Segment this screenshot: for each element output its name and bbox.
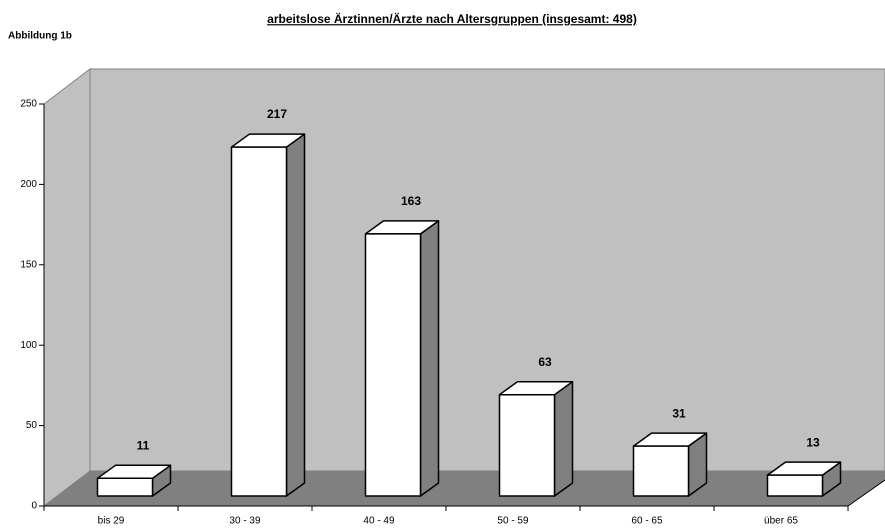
- data-label: 217: [267, 107, 287, 121]
- bar: [632, 432, 708, 497]
- bar-front: [766, 474, 824, 497]
- bar: [766, 461, 842, 497]
- bar-front: [498, 393, 556, 497]
- bar: [364, 220, 440, 497]
- x-tick-label: 40 - 49: [363, 516, 395, 527]
- chart-title: arbeitslose Ärztinnen/Ärzte nach Altersg…: [267, 11, 637, 26]
- bar-front: [632, 445, 690, 497]
- bar: [230, 133, 306, 497]
- back-wall: [89, 68, 885, 472]
- data-label: 31: [672, 406, 686, 420]
- bar-side: [419, 220, 440, 497]
- floor-edge: [847, 479, 885, 507]
- data-label: 63: [538, 355, 552, 369]
- bar-front: [230, 146, 288, 497]
- bar: [96, 464, 172, 497]
- y-tick-label: 200: [20, 179, 37, 190]
- y-tick-label: 50: [26, 420, 38, 431]
- x-tick-label: 50 - 59: [497, 516, 529, 527]
- x-tick-label: bis 29: [98, 516, 125, 527]
- data-label: 13: [806, 435, 820, 449]
- x-tick-label: über 65: [764, 516, 798, 527]
- y-tick-label: 100: [20, 340, 37, 351]
- annotation: Abbildung 1b: [8, 31, 72, 42]
- x-tick-label: 60 - 65: [631, 516, 663, 527]
- side-wall: [43, 67, 91, 508]
- bar-front: [96, 477, 154, 497]
- data-label: 11: [137, 438, 150, 452]
- x-tick-label: 30 - 39: [229, 516, 261, 527]
- bar-side: [285, 133, 306, 497]
- bar-front: [364, 233, 422, 497]
- y-tick-label: 250: [20, 99, 37, 110]
- y-tick-label: 150: [20, 259, 37, 270]
- bar-side: [553, 380, 574, 497]
- bar: [498, 380, 574, 497]
- data-label: 163: [401, 194, 421, 208]
- y-tick-label: 0: [31, 501, 37, 512]
